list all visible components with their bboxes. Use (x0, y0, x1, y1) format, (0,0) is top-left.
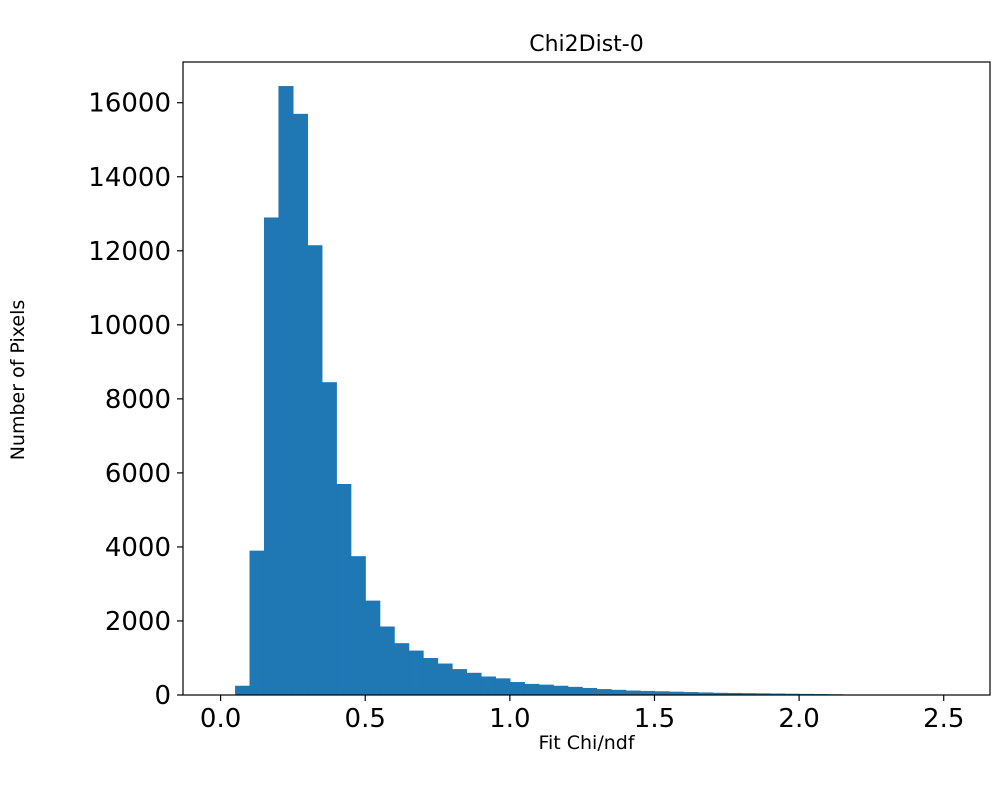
x-tick-label: 0.0 (200, 704, 241, 734)
histogram-bar (741, 693, 757, 695)
histogram-bar (770, 693, 786, 695)
chart-title: Chi2Dist-0 (529, 32, 644, 57)
histogram-bar (509, 682, 525, 695)
y-tick-label: 8000 (105, 385, 171, 415)
histogram-bar (278, 86, 294, 695)
histogram-bar (538, 684, 554, 695)
histogram-bar (292, 113, 308, 695)
histogram-bar (437, 663, 453, 695)
histogram-bar (249, 550, 265, 695)
histogram-bar (394, 643, 410, 695)
histogram-bar (350, 556, 366, 695)
y-tick-label: 16000 (88, 89, 171, 119)
histogram-bar (235, 685, 251, 695)
x-tick-label: 2.0 (778, 704, 819, 734)
histogram-bar (668, 691, 684, 695)
histogram-bar (466, 672, 482, 695)
histogram-bar (697, 692, 713, 695)
x-tick-label: 1.5 (634, 704, 675, 734)
histogram-bar (611, 689, 627, 695)
histogram-bar (712, 692, 728, 695)
y-tick-label: 14000 (88, 163, 171, 193)
histogram-bar (423, 657, 439, 695)
histogram-bar (625, 690, 641, 695)
histogram-bar (726, 692, 742, 695)
histogram-bar (654, 691, 670, 695)
histogram-bar (408, 650, 424, 695)
histogram-bar (567, 686, 583, 695)
y-tick-label: 2000 (105, 607, 171, 637)
plot-spines (182, 61, 991, 696)
y-tick-label: 12000 (88, 237, 171, 267)
y-tick-label: 10000 (88, 311, 171, 341)
histogram-bar (379, 626, 395, 695)
histogram-bar (596, 689, 612, 695)
histogram-bar (307, 245, 323, 696)
x-tick-label: 1.0 (489, 704, 530, 734)
histogram-bar (321, 382, 337, 695)
histogram-bar (755, 693, 771, 695)
histogram-bar (365, 600, 381, 695)
histogram-bar (582, 687, 598, 695)
histogram-bar (480, 676, 496, 695)
x-tick-label: 0.5 (345, 704, 386, 734)
histogram-bar (784, 693, 800, 695)
histogram-bar (495, 678, 511, 695)
x-tick-label: 2.5 (923, 704, 964, 734)
y-tick-label: 0 (154, 681, 171, 711)
histogram-bar (640, 690, 656, 695)
histogram-bar (336, 484, 352, 695)
y-tick-label: 4000 (105, 533, 171, 563)
histogram-bar (452, 669, 468, 695)
histogram-bar (263, 217, 280, 695)
histogram-bar (553, 685, 569, 695)
y-tick-label: 6000 (105, 459, 171, 489)
x-axis-label: Fit Chi/ndf (538, 732, 635, 754)
histogram-bar (683, 692, 699, 695)
histogram-bar (524, 683, 540, 695)
